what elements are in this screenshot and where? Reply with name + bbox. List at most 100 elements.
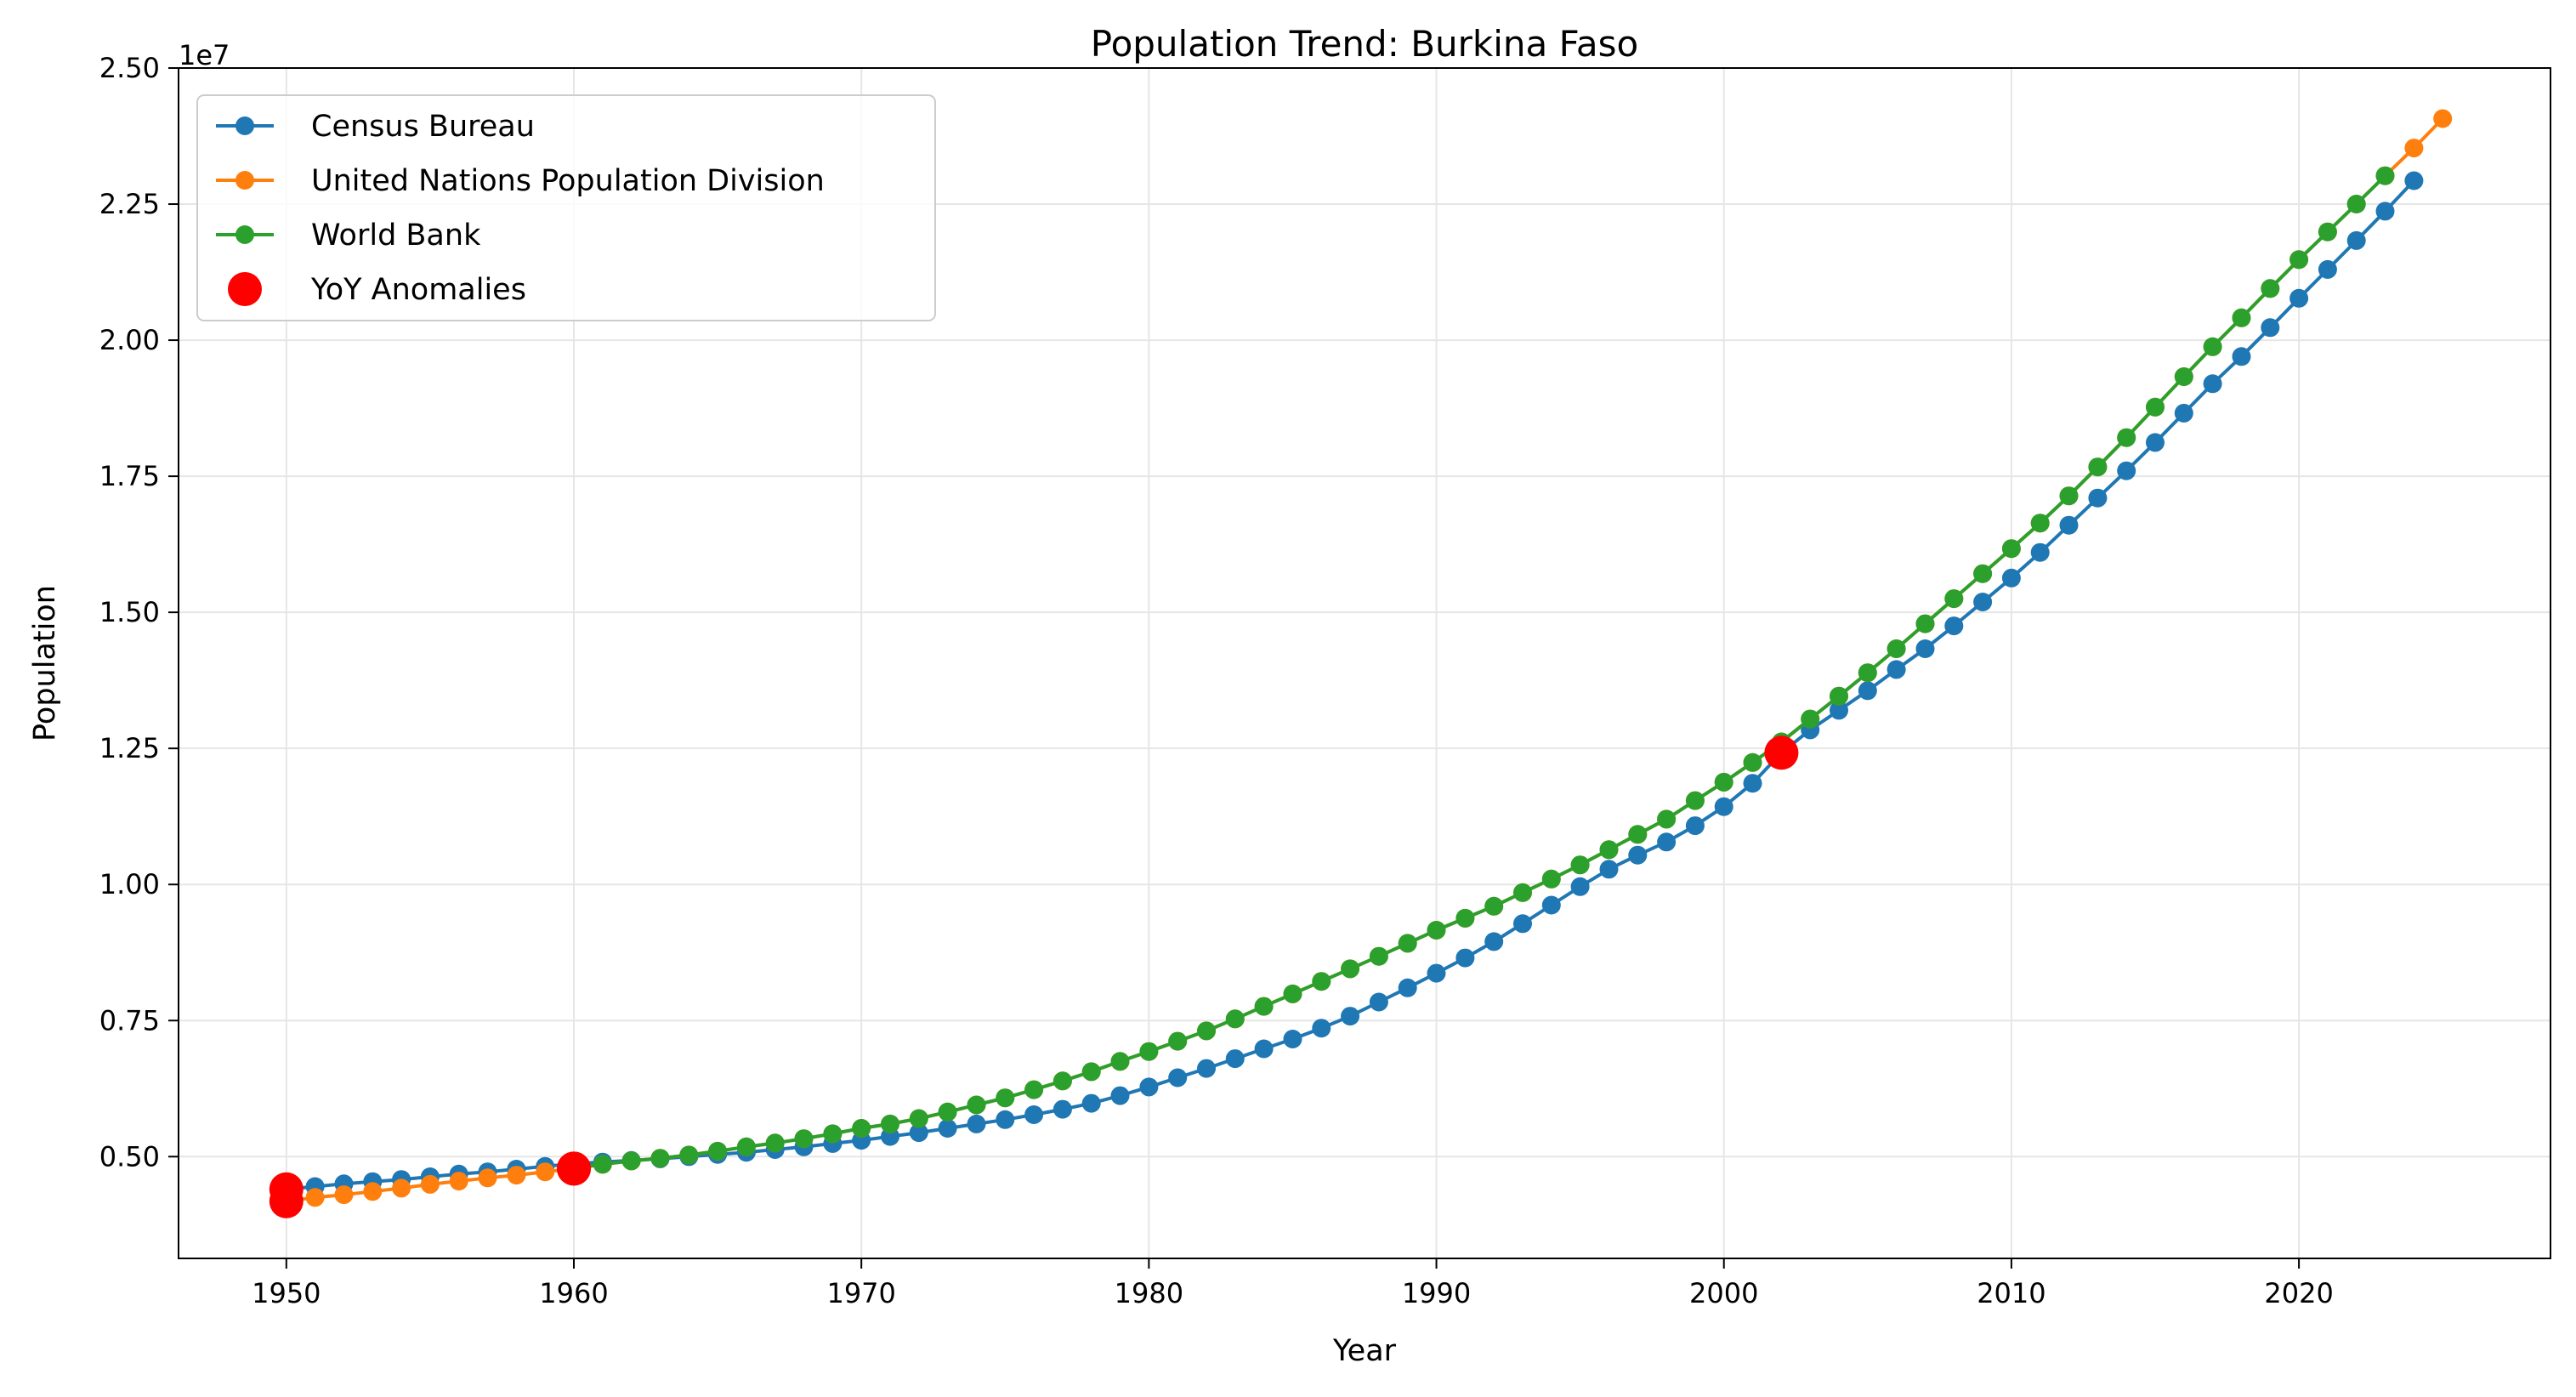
data-point-world-bank-1983 (1225, 1009, 1245, 1029)
data-point-census-bureau-2015 (2146, 433, 2165, 452)
legend-census-bureau-marker (235, 116, 254, 135)
x-axis-ticks: 1950 1960 1970 1980 1990 2000 2010 2020 (252, 1258, 2334, 1309)
data-point-world-bank-2017 (2203, 337, 2222, 356)
series-layer (276, 109, 2453, 1211)
data-point-world-bank-2013 (2088, 457, 2108, 477)
series-line-world-bank (573, 174, 2386, 1171)
data-point-census-bureau-2007 (1915, 639, 1935, 658)
data-point-census-bureau-2005 (1858, 681, 1877, 701)
data-point-world-bank-2006 (1887, 639, 1906, 658)
data-point-world-bank-2022 (2346, 195, 2366, 213)
series-world-bank (565, 166, 2395, 1178)
data-point-census-bureau-1973 (938, 1119, 957, 1138)
legend-world-bank-label: World Bank (311, 219, 481, 253)
data-point-world-bank-1985 (1283, 984, 1302, 1003)
data-point-world-bank-1980 (1139, 1042, 1159, 1061)
y-tick-label-2.25: 2.25 (99, 188, 160, 220)
data-point-world-bank-1992 (1484, 896, 1504, 916)
data-point-census-bureau-1975 (996, 1110, 1015, 1129)
data-point-census-bureau-1977 (1053, 1099, 1072, 1119)
data-point-world-bank-2019 (2261, 279, 2280, 298)
data-point-census-bureau-2011 (2030, 542, 2050, 562)
data-point-world-bank-1971 (881, 1114, 899, 1133)
data-point-united-nations-population-division-1958 (507, 1166, 526, 1185)
data-point-world-bank-1961 (593, 1155, 612, 1174)
data-point-united-nations-population-division-1951 (305, 1188, 325, 1207)
data-point-united-nations-population-division-1957 (478, 1168, 497, 1188)
data-point-census-bureau-1978 (1081, 1093, 1101, 1113)
legend-entry-world-bank: World Bank (216, 219, 481, 253)
data-point-world-bank-1963 (650, 1149, 670, 1168)
data-point-world-bank-1982 (1197, 1021, 1216, 1041)
data-point-census-bureau-2012 (2059, 515, 2079, 535)
data-point-census-bureau-1997 (1628, 845, 1648, 865)
data-point-census-bureau-1976 (1024, 1105, 1044, 1124)
anomaly-point-1950-1 (269, 1184, 304, 1218)
data-point-world-bank-1972 (909, 1109, 928, 1128)
data-point-census-bureau-1980 (1139, 1077, 1159, 1097)
data-point-world-bank-1997 (1628, 825, 1648, 844)
data-point-world-bank-1967 (765, 1133, 785, 1153)
data-point-world-bank-1973 (938, 1102, 957, 1122)
y-tick-label-1.00: 1.00 (99, 868, 160, 900)
data-point-world-bank-1976 (1024, 1080, 1044, 1099)
data-point-census-bureau-1999 (1685, 816, 1705, 836)
data-point-world-bank-2023 (2375, 166, 2395, 185)
data-point-united-nations-population-division-2024 (2404, 139, 2424, 158)
data-point-census-bureau-2019 (2261, 318, 2280, 338)
x-tick-label-2020: 2020 (2264, 1277, 2333, 1309)
data-point-census-bureau-1984 (1254, 1039, 1274, 1059)
data-point-census-bureau-2013 (2088, 488, 2108, 508)
data-point-world-bank-1979 (1110, 1052, 1130, 1071)
chart-title: Population Trend: Burkina Faso (1091, 23, 1638, 65)
data-point-united-nations-population-division-1953 (363, 1182, 383, 1201)
legend-world-bank-marker (235, 225, 254, 244)
y-tick-label-2.00: 2.00 (99, 324, 160, 356)
data-point-census-bureau-2024 (2404, 171, 2424, 190)
plot-area-frame (178, 67, 2551, 1259)
data-point-census-bureau-2021 (2318, 259, 2337, 279)
data-point-census-bureau-1983 (1225, 1049, 1245, 1069)
data-point-world-bank-2004 (1830, 686, 1848, 706)
data-point-census-bureau-1974 (967, 1114, 986, 1133)
data-point-census-bureau-2020 (2289, 288, 2309, 308)
data-point-census-bureau-1981 (1168, 1068, 1188, 1088)
x-tick-label-1980: 1980 (1115, 1277, 1183, 1309)
legend-un-population-division-label: United Nations Population Division (311, 164, 825, 198)
data-point-world-bank-1996 (1599, 840, 1619, 860)
data-point-census-bureau-1990 (1427, 963, 1446, 983)
x-tick-label-1970: 1970 (826, 1277, 895, 1309)
y-axis-offset-label: 1e7 (179, 39, 230, 71)
data-point-census-bureau-2009 (1973, 593, 1993, 611)
data-point-census-bureau-2018 (2232, 347, 2251, 366)
data-point-united-nations-population-division-2025 (2433, 109, 2453, 128)
data-point-united-nations-population-division-1952 (334, 1185, 354, 1205)
data-point-united-nations-population-division-1959 (536, 1162, 555, 1182)
data-point-census-bureau-1998 (1657, 832, 1677, 852)
data-point-world-bank-2021 (2318, 222, 2337, 241)
y-axis-ticks: 0.50 0.75 1.00 1.25 1.50 1.75 2.00 2.25 2.50 (99, 52, 179, 1173)
data-point-world-bank-1968 (794, 1129, 814, 1149)
data-point-world-bank-1962 (621, 1151, 641, 1171)
data-point-world-bank-2015 (2146, 397, 2165, 417)
x-axis-label: Year (1332, 1334, 1397, 1368)
data-point-census-bureau-2023 (2375, 202, 2395, 221)
data-point-census-bureau-1996 (1599, 860, 1619, 879)
data-point-census-bureau-1979 (1110, 1086, 1130, 1105)
data-point-census-bureau-2006 (1887, 660, 1906, 679)
anomaly-point-2002-4 (1764, 735, 1799, 770)
data-point-united-nations-population-division-1956 (449, 1172, 468, 1191)
data-point-census-bureau-2000 (1714, 797, 1733, 816)
y-tick-label-1.75: 1.75 (99, 460, 160, 492)
data-point-world-bank-2007 (1915, 614, 1935, 633)
data-point-census-bureau-1993 (1513, 914, 1532, 934)
y-axis-label: Population (28, 585, 62, 741)
data-point-world-bank-1981 (1168, 1031, 1188, 1051)
x-tick-label-2010: 2010 (1977, 1277, 2045, 1309)
data-point-census-bureau-1995 (1570, 877, 1590, 896)
legend-frame (196, 94, 936, 321)
y-tick-label-1.50: 1.50 (99, 596, 160, 628)
data-point-world-bank-2008 (1944, 589, 1964, 609)
data-point-world-bank-1974 (967, 1095, 986, 1115)
